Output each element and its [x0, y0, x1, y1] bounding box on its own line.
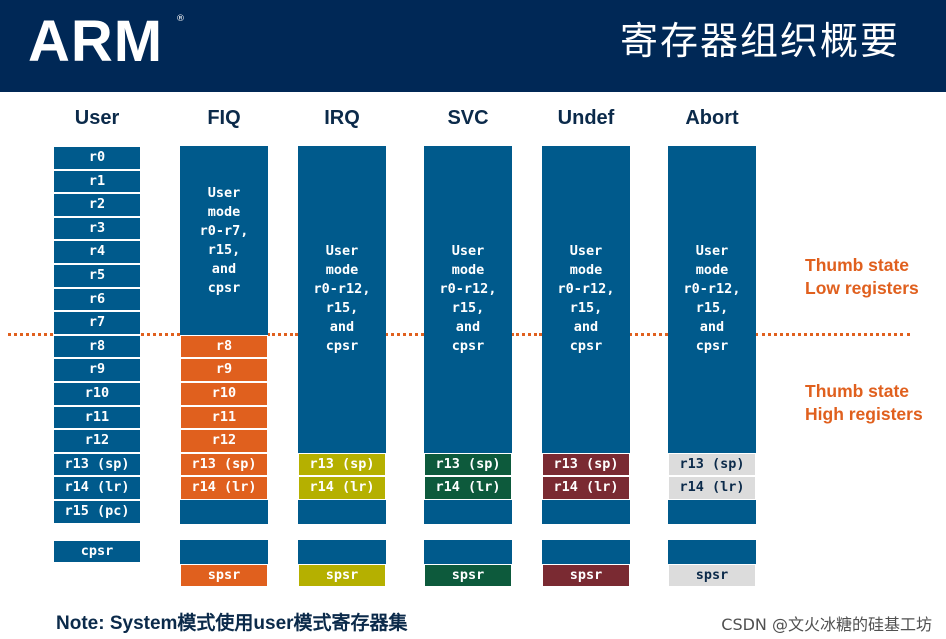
fiq-register-r9: r9 [180, 358, 268, 382]
register-r0: r0 [53, 146, 141, 170]
irq-register-column: User mode r0-r12, r15, and cpsr r13 (sp)… [298, 146, 386, 524]
registered-mark: ® [176, 14, 185, 24]
abort-register-r14-lr: r14 (lr) [668, 476, 756, 500]
register-r12: r12 [53, 429, 141, 453]
fiq-register-r14-lr: r14 (lr) [180, 476, 268, 500]
svc-register-column: User mode r0-r12, r15, and cpsr r13 (sp)… [424, 146, 512, 524]
thumb-divider-line [755, 333, 910, 336]
undef-shared-registers-note: User mode r0-r12, r15, and cpsr [557, 243, 615, 354]
register-r3: r3 [53, 216, 141, 241]
register-r4: r4 [53, 240, 141, 264]
mode-label-user: User [74, 107, 120, 129]
user-register-column: r0 r1 r2 r3 r4 r5 r6 r7 r8 r9 r10 r11 r1… [53, 146, 141, 524]
register-r1: r1 [53, 169, 141, 194]
fiq-register-r11: r11 [180, 405, 268, 430]
register-r7: r7 [53, 311, 141, 335]
fiq-cpsr-placeholder [180, 540, 268, 564]
undef-cpsr-placeholder [542, 540, 630, 564]
svc-cpsr-placeholder [424, 540, 512, 564]
irq-shared-registers-note: User mode r0-r12, r15, and cpsr [313, 243, 371, 354]
svc-register-r14-lr: r14 (lr) [424, 476, 512, 500]
undef-register-r13-sp: r13 (sp) [542, 452, 630, 477]
abort-shared-registers-note: User mode r0-r12, r15, and cpsr [683, 243, 741, 354]
abort-register-r13-sp: r13 (sp) [668, 452, 756, 477]
thumb-divider-line [629, 333, 668, 336]
thumb-divider-line [8, 333, 53, 336]
undef-spsr: spsr [542, 564, 630, 587]
fiq-register-r12: r12 [180, 429, 268, 453]
fiq-register-r13-sp: r13 (sp) [180, 452, 268, 477]
undef-register-r14-lr: r14 (lr) [542, 476, 630, 500]
register-r8: r8 [53, 334, 141, 359]
register-r2: r2 [53, 193, 141, 217]
irq-spsr: spsr [298, 564, 386, 587]
svc-spsr: spsr [424, 564, 512, 587]
fiq-register-r10: r10 [180, 382, 268, 406]
irq-cpsr-placeholder [298, 540, 386, 564]
register-r10: r10 [53, 382, 141, 406]
mode-label-undef: Undef [557, 107, 615, 129]
page-title: 寄存器组织概要 [619, 19, 900, 63]
abort-spsr: spsr [668, 564, 756, 587]
thumb-divider-line [141, 333, 180, 336]
fiq-spsr: spsr [180, 564, 268, 587]
mode-label-irq: IRQ [324, 107, 360, 129]
mode-label-fiq: FIQ [207, 107, 241, 129]
register-r11: r11 [53, 405, 141, 430]
thumb-high-registers-label: Thumb state High registers [805, 381, 923, 424]
thumb-divider-line [267, 333, 298, 336]
register-r9: r9 [53, 358, 141, 382]
fiq-register-column: User mode r0-r7, r15, and cpsr r8 r9 r10… [180, 146, 268, 524]
register-r6: r6 [53, 287, 141, 312]
user-cpsr: cpsr [53, 540, 141, 563]
thumb-divider-line [511, 333, 542, 336]
register-r5: r5 [53, 264, 141, 288]
abort-register-column: User mode r0-r12, r15, and cpsr r13 (sp)… [668, 146, 756, 524]
arm-logo: ARM [28, 9, 164, 74]
register-r15-pc: r15 (pc) [53, 500, 141, 524]
abort-cpsr-placeholder [668, 540, 756, 564]
mode-label-abort: Abort [685, 107, 739, 129]
register-r14-lr: r14 (lr) [53, 476, 141, 500]
system-mode-note: Note: System模式使用user模式寄存器集 [56, 613, 408, 634]
svc-register-r13-sp: r13 (sp) [424, 452, 512, 477]
thumb-low-registers-label: Thumb state Low registers [805, 255, 919, 298]
fiq-shared-registers-note: User mode r0-r7, r15, and cpsr [199, 185, 249, 296]
undef-register-column: User mode r0-r12, r15, and cpsr r13 (sp)… [542, 146, 630, 524]
irq-register-r13-sp: r13 (sp) [298, 452, 386, 477]
register-r13-sp: r13 (sp) [53, 452, 141, 477]
csdn-watermark: CSDN @文火冰糖的硅基工坊 [721, 615, 932, 634]
irq-register-r14-lr: r14 (lr) [298, 476, 386, 500]
header-bar: ARM ® 寄存器组织概要 [0, 0, 946, 92]
mode-label-svc: SVC [447, 107, 489, 129]
fiq-register-r8: r8 [180, 334, 268, 359]
thumb-divider-line [385, 333, 424, 336]
svc-shared-registers-note: User mode r0-r12, r15, and cpsr [439, 243, 497, 354]
